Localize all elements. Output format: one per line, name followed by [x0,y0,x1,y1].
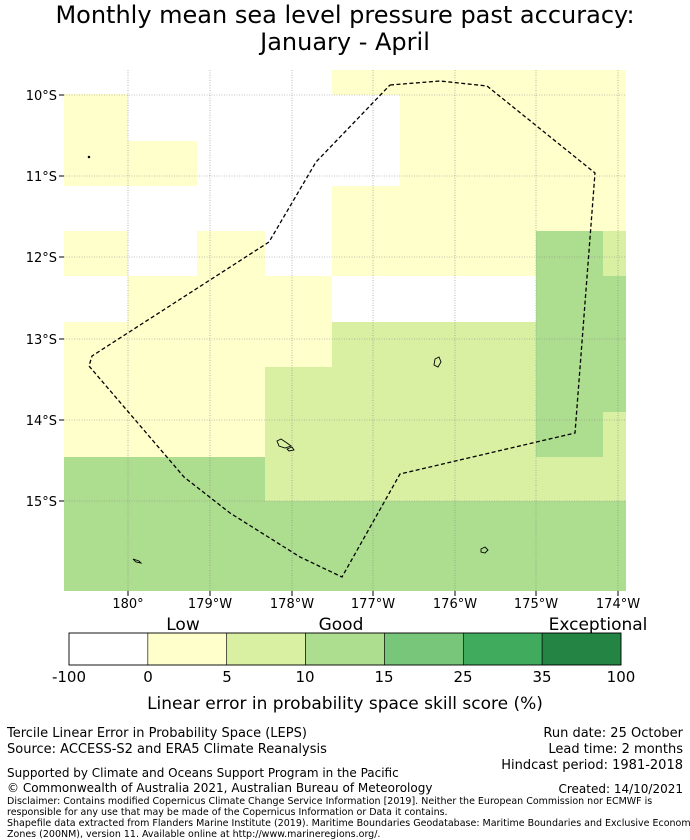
cell-low [64,231,128,276]
run-date: Run date: 25 October [543,726,683,741]
cell-good [64,501,626,591]
lon-tick-label: 179°W [188,597,232,610]
legend-tick-label: 15 [374,668,393,686]
footer-right: Run date: 25 October Lead time: 2 months… [501,726,683,774]
legend-swatch [462,632,543,666]
lat-tick-label: 14°S [26,414,57,429]
legend-category-good: Good [319,615,364,635]
cell-light-good [603,231,626,276]
island [276,438,292,449]
cell-good [603,276,626,412]
product-name: Tercile Linear Error in Probability Spac… [7,726,307,741]
legend-swatch [147,632,228,666]
disclaimer-line: Zones (200NM), version 11. Available onl… [7,829,381,840]
lat-tick-label: 11°S [26,170,57,185]
created-date: Created: 14/10/2021 [558,782,683,796]
cell-low [197,231,265,276]
island [433,356,442,368]
legend-swatches [68,632,622,666]
islands [87,155,489,564]
island [480,546,489,554]
footer-left: Tercile Linear Error in Probability Spac… [7,726,327,758]
gridlines [64,70,626,591]
data-source: Source: ACCESS-S2 and ERA5 Climate Reana… [7,742,327,757]
lead-time: Lead time: 2 months [548,742,683,757]
disclaimer-line: Disclaimer: Contains modified Copernicus… [7,796,653,807]
cell-low [128,276,332,322]
disclaimer-line: responsible for any use that may be made… [7,807,448,818]
cell-good [536,231,603,412]
cell-low [64,367,265,457]
lon-tick-label: 175°W [514,597,558,610]
disclaimer-line: Shapefile data extracted from Flanders M… [7,818,690,829]
lon-tick-label: 174°W [596,597,640,610]
legend-swatch [305,632,385,666]
lat-tick-label: 15°S [26,495,57,510]
hindcast-period: Hindcast period: 1981-2018 [501,758,683,773]
island [286,446,295,452]
eez-boundary [88,80,596,578]
copyright: © Commonwealth of Australia 2021, Austra… [7,781,433,795]
lat-tick-label: 10°S [26,89,57,104]
title-line-2: January - April [260,28,430,56]
legend-tick-label: 25 [453,668,472,686]
legend-swatch [68,632,149,666]
legend-swatch [384,632,464,666]
legend-tick-label: 35 [532,668,551,686]
legend-category-exceptional: Exceptional [549,615,648,635]
island [87,155,91,159]
legend-colorbar: Low Good Exceptional -100 0 5 10 15 25 3… [52,615,648,714]
lon-tick-label: 176°W [433,597,477,610]
lon-tick-label: 180° [112,597,143,610]
legend-tick-label: 100 [607,668,636,686]
disclaimer: Disclaimer: Contains modified Copernicus… [7,796,690,840]
legend-swatch [226,632,306,666]
legend-tick-label: 0 [143,668,153,686]
support-text: Supported by Climate and Oceans Support … [7,766,399,780]
lat-tick-label: 12°S [26,251,57,266]
legend-swatch [541,632,622,666]
lon-tick-label: 178°W [270,597,314,610]
cell-low [332,70,400,95]
legend-tick-label: 10 [295,668,314,686]
cell-low [400,70,626,186]
cell-good [64,457,265,501]
cell-low [128,141,197,186]
legend-tick-label: 5 [222,668,232,686]
lon-tick-label: 177°W [351,597,395,610]
map-title: Monthly mean sea level pressure past acc… [0,2,690,56]
legend-tick-label: -100 [52,668,86,686]
cell-low [64,94,128,186]
lat-tick-label: 13°S [26,333,57,348]
skill-cells [64,70,626,591]
island [132,558,143,564]
legend-axis-label: Linear error in probability space skill … [147,694,543,714]
legend-category-low: Low [166,615,200,635]
skill-map: 10°S 11°S 12°S 13°S 14°S 15°S 180° 179°W… [26,70,640,610]
footer-support: Supported by Climate and Oceans Support … [7,766,432,796]
title-line-1: Monthly mean sea level pressure past acc… [55,1,635,29]
